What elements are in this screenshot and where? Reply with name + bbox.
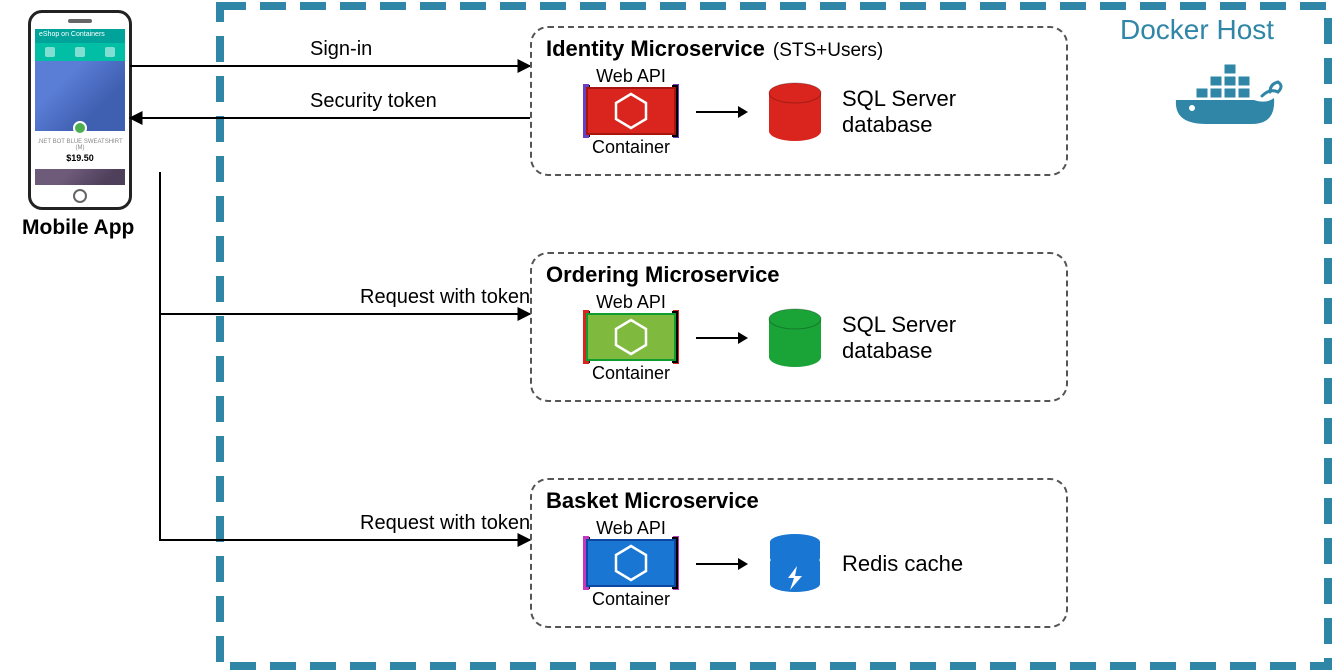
microservice-identity: Identity Microservice (STS+Users) Web API C… xyxy=(530,26,1068,176)
phone-topbar: eShop on Containers xyxy=(35,29,125,43)
connection-label: Request with token xyxy=(360,512,530,535)
connection-label: Security token xyxy=(310,90,437,113)
diagram-canvas: Docker Host eShop on Containers.NET BOT B… xyxy=(0,0,1340,672)
container-label: Container xyxy=(586,363,676,384)
mobile-app-label: Mobile App xyxy=(22,216,134,240)
phone-product-image xyxy=(35,61,125,131)
inner-arrow xyxy=(694,554,748,574)
phone-nav-icon xyxy=(45,47,55,57)
phone-nav xyxy=(35,43,125,61)
web-api-label: Web API xyxy=(586,66,676,87)
container-label: Container xyxy=(586,589,676,610)
phone-product-image-2 xyxy=(35,169,125,185)
docker-host-title: Docker Host xyxy=(1120,14,1274,46)
microservice-title: Basket Microservice xyxy=(546,488,759,514)
bracket-right xyxy=(673,310,679,364)
microservice-ordering: Ordering Microservice Web API Container SQL… xyxy=(530,252,1068,402)
container-icon xyxy=(586,539,676,587)
web-api-label: Web API xyxy=(586,518,676,539)
microservice-inner: Web API Container SQL Server database xyxy=(546,292,1052,384)
microservice-title: Ordering Microservice xyxy=(546,262,780,288)
inner-arrow xyxy=(694,102,748,122)
phone-screen: eShop on Containers.NET BOT BLUE SWEATSH… xyxy=(35,29,125,185)
inner-arrow xyxy=(694,328,748,348)
bracket-left xyxy=(583,536,589,590)
container-icon xyxy=(586,87,676,135)
api-container-group: Web API Container xyxy=(586,518,676,610)
bracket-right xyxy=(673,536,679,590)
connection-label: Request with token xyxy=(360,286,530,309)
microservice-inner: Web API Container SQL Server database xyxy=(546,66,1052,158)
mobile-phone: eShop on Containers.NET BOT BLUE SWEATSH… xyxy=(28,10,132,210)
microservice-inner: Web API Container Redis cache xyxy=(546,518,1052,610)
bracket-left xyxy=(583,84,589,138)
container-label: Container xyxy=(586,137,676,158)
connection-arrow xyxy=(160,172,530,540)
api-container-group: Web API Container xyxy=(586,66,676,158)
microservice-subtitle: (STS+Users) xyxy=(773,40,883,62)
hexagon-icon xyxy=(614,544,648,582)
database-label: SQL Server database xyxy=(842,312,1002,365)
bracket-left xyxy=(583,310,589,364)
connection-label: Sign-in xyxy=(310,38,372,61)
microservice-basket: Basket Microservice Web API Container Redis… xyxy=(530,478,1068,628)
container-icon xyxy=(586,313,676,361)
microservice-title: Identity Microservice xyxy=(546,36,765,62)
database-label: SQL Server database xyxy=(842,86,1002,139)
phone-speaker xyxy=(68,19,92,23)
database-icon xyxy=(766,307,824,369)
phone-product-price: $19.50 xyxy=(35,151,125,163)
web-api-label: Web API xyxy=(586,292,676,313)
bracket-right xyxy=(673,84,679,138)
database-label: Redis cache xyxy=(842,551,963,577)
hexagon-icon xyxy=(614,92,648,130)
redis-icon xyxy=(766,532,824,596)
hexagon-icon xyxy=(614,318,648,356)
phone-home-button xyxy=(73,189,87,203)
api-container-group: Web API Container xyxy=(586,292,676,384)
phone-nav-icon xyxy=(105,47,115,57)
docker-whale-icon xyxy=(1166,52,1286,142)
database-icon xyxy=(766,81,824,143)
phone-nav-icon xyxy=(75,47,85,57)
